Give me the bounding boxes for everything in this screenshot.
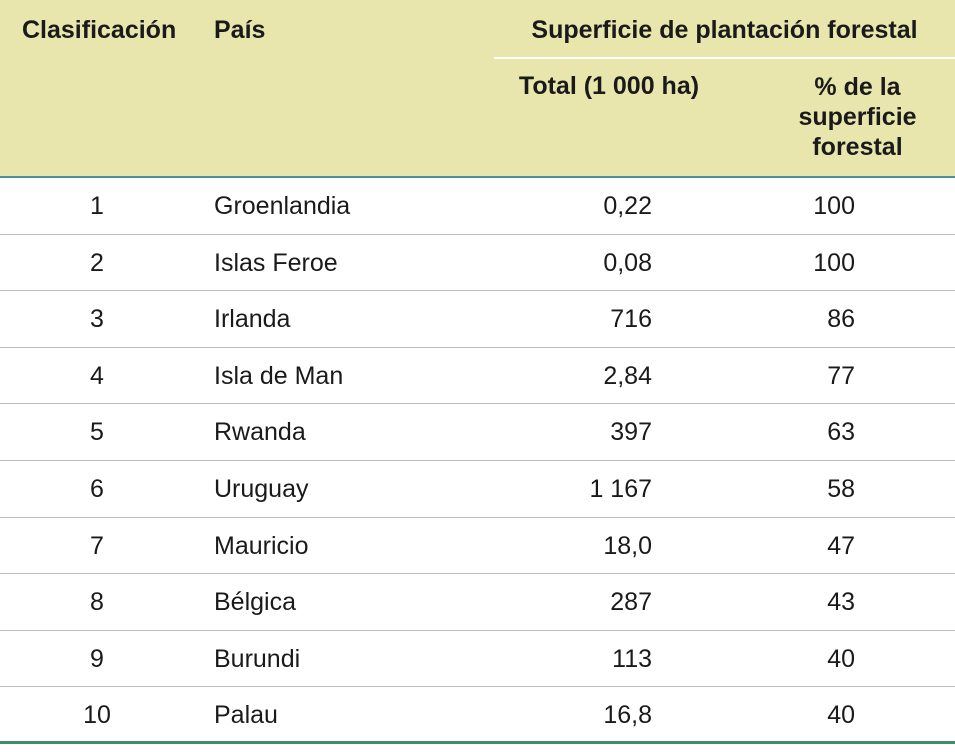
cell-percent: 86 xyxy=(827,305,855,334)
cell-country: Irlanda xyxy=(214,305,291,334)
table-row: 4 Isla de Man 2,84 77 xyxy=(0,348,955,405)
cell-total: 2,84 xyxy=(603,361,652,390)
cell-country: Groenlandia xyxy=(214,192,351,220)
cell-percent: 63 xyxy=(827,418,855,447)
header-divider xyxy=(494,57,955,59)
cell-rank: 8 xyxy=(90,588,104,617)
table-row: 9 Burundi 113 40 xyxy=(0,631,955,688)
cell-percent: 40 xyxy=(827,701,855,730)
cell-total: 287 xyxy=(610,588,652,617)
cell-percent: 43 xyxy=(827,588,855,617)
table-row: 5 Rwanda 397 63 xyxy=(0,404,955,461)
cell-country: Islas Feroe xyxy=(214,248,338,277)
cell-total: 0,08 xyxy=(603,248,652,277)
table-header: Clasificación País Superficie de plantac… xyxy=(0,0,955,178)
table-row: 6 Uruguay 1 167 58 xyxy=(0,461,955,518)
cell-country: Mauricio xyxy=(214,531,309,560)
table-row: 8 Bélgica 287 43 xyxy=(0,574,955,631)
cell-rank: 2 xyxy=(90,248,104,277)
cell-country: Palau xyxy=(214,701,278,730)
table-body: 1 Groenlandia 0,22 100 2 Islas Feroe 0,0… xyxy=(0,178,955,744)
cell-rank: 3 xyxy=(90,305,104,334)
header-country: País xyxy=(214,16,266,44)
cell-rank: 10 xyxy=(83,701,111,730)
header-percent: % de la superficie forestal xyxy=(798,73,917,161)
cell-country: Bélgica xyxy=(214,588,296,617)
table-row: 2 Islas Feroe 0,08 100 xyxy=(0,235,955,292)
header-rank: Clasificación xyxy=(22,16,177,44)
cell-rank: 4 xyxy=(90,361,104,390)
header-total: Total (1 000 ha) xyxy=(518,72,700,100)
cell-total: 1 167 xyxy=(589,474,652,503)
cell-total: 113 xyxy=(612,644,652,673)
cell-country: Rwanda xyxy=(214,418,306,447)
cell-total: 397 xyxy=(610,418,652,447)
cell-rank: 1 xyxy=(90,192,104,220)
cell-percent: 58 xyxy=(827,474,855,503)
cell-total: 716 xyxy=(610,305,652,334)
cell-percent: 100 xyxy=(813,248,855,277)
cell-rank: 6 xyxy=(90,474,104,503)
cell-percent: 40 xyxy=(827,644,855,673)
cell-total: 16,8 xyxy=(603,701,652,730)
cell-rank: 5 xyxy=(90,418,104,447)
table-row: 1 Groenlandia 0,22 100 xyxy=(0,178,955,235)
table-row: 3 Irlanda 716 86 xyxy=(0,291,955,348)
cell-total: 18,0 xyxy=(603,531,652,560)
cell-rank: 7 xyxy=(90,531,104,560)
table-row: 7 Mauricio 18,0 47 xyxy=(0,518,955,575)
cell-country: Uruguay xyxy=(214,474,309,503)
cell-country: Burundi xyxy=(214,644,301,673)
table-row: 10 Palau 16,8 40 xyxy=(0,687,955,744)
cell-percent: 100 xyxy=(813,192,855,220)
cell-percent: 47 xyxy=(827,531,855,560)
header-plantation-area: Superficie de plantación forestal xyxy=(531,16,918,44)
cell-country: Isla de Man xyxy=(214,361,344,390)
cell-rank: 9 xyxy=(90,644,104,673)
cell-total: 0,22 xyxy=(603,192,652,220)
cell-percent: 77 xyxy=(827,361,855,390)
